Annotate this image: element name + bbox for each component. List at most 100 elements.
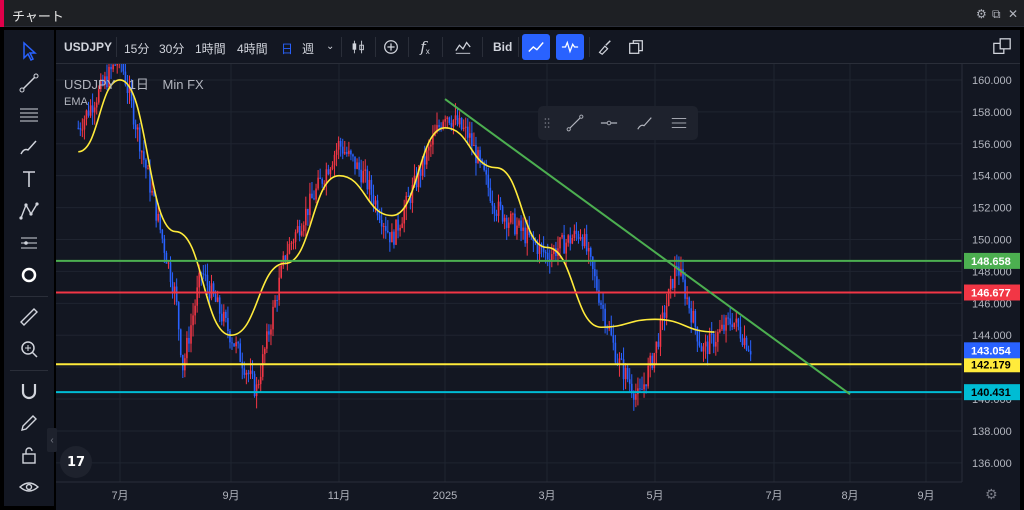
candle-body [132,100,135,125]
candle-body [731,324,734,328]
candle-body [147,168,149,170]
candle-body [622,359,625,380]
interval-weekly[interactable]: 週 [302,42,315,56]
candle-body [227,317,229,332]
trendline-tool-icon[interactable] [16,70,42,96]
candle-body [100,78,102,89]
candle-body [575,230,578,234]
candle-body [188,337,190,344]
candle-body [136,127,139,130]
candle-body [106,76,108,88]
drag-handle-icon[interactable] [540,111,554,135]
trendline-icon[interactable] [562,111,588,135]
candle-body [415,175,418,188]
candle-body [745,337,748,350]
candle-body [298,226,301,236]
pattern-tool-icon[interactable] [16,198,42,224]
add-compare-icon[interactable] [377,34,405,60]
cursor-tool-icon[interactable] [16,38,42,64]
zoom-in-icon[interactable] [16,336,42,362]
trend-mode-button[interactable] [522,34,550,60]
candle-body [403,208,406,224]
interval-15m[interactable]: 15分 [124,42,150,56]
toolbar-divider [442,37,443,57]
brush-icon[interactable] [632,111,658,135]
x-tick-label: 2025 [433,490,457,502]
candle-body [719,329,721,333]
candle-body [173,286,176,293]
candle-body [425,150,428,165]
candle-body [723,324,725,331]
candle-body [155,196,157,221]
parallel-lines-icon[interactable] [666,111,692,135]
sidebar-collapse-button[interactable]: ‹ [47,428,57,452]
candle-type-icon[interactable] [344,34,372,60]
candle-body [395,219,397,245]
candle-body [571,237,574,244]
interval-daily[interactable]: 日 [281,42,294,56]
candle-body [514,213,516,235]
layout-swap-icon[interactable] [988,34,1016,60]
text-tool-icon[interactable] [16,166,42,192]
candle-body [266,331,268,349]
close-icon[interactable]: ✕ [1008,7,1019,21]
chart-area[interactable]: 160.000 158.000 156.000 154.000 152.000 150.0… [56,64,1020,510]
candle-body [577,233,580,239]
candle-body [610,327,613,336]
symbol-selector[interactable]: USDJPY [64,40,113,54]
fib-tool-icon[interactable] [16,102,42,128]
candle-body [647,365,649,387]
copy-layout-icon[interactable] [622,34,650,60]
popout-icon[interactable]: ⧉ [992,7,1001,21]
candle-body [440,126,442,129]
candle-body [715,341,717,347]
candle-body [573,230,576,238]
measure-tool-icon[interactable] [16,230,42,256]
candle-body [499,201,502,207]
candle-body [483,162,485,171]
candle-body [528,227,531,236]
y-tick-label: 160.000 [972,75,1012,87]
candle-body [239,343,242,362]
candle-body [384,226,387,231]
candle-body [300,231,303,236]
candle-body [717,332,719,342]
ruler-icon[interactable] [16,304,42,330]
candle-body [124,71,127,85]
candle-body [608,327,611,329]
circle-tool-icon[interactable] [16,262,42,288]
candle-body [462,127,465,129]
candle-body [553,248,555,255]
brush-tool-icon[interactable] [16,134,42,160]
tradingview-logo[interactable]: 17 [60,446,92,478]
magnet-icon[interactable] [16,378,42,404]
toolbar-divider [10,296,48,297]
chart-template-icon[interactable] [449,34,477,60]
chart-settings-icon[interactable]: ⚙ [985,486,998,502]
x-tick-label: 9月 [222,490,239,502]
candle-body [284,255,287,261]
candle-body [475,145,477,164]
candle-body [280,265,283,278]
brush-clear-icon[interactable] [590,34,618,60]
settings-icon[interactable]: ⚙ [976,7,987,21]
candle-body [407,195,410,197]
horizontal-ray-icon[interactable] [596,111,622,135]
candle-body [331,165,334,169]
lock-pencil-icon[interactable] [16,410,42,436]
eye-icon[interactable] [16,474,42,500]
price-type-bid[interactable]: Bid [493,40,513,54]
candle-body [678,266,680,276]
interval-4h[interactable]: 4時間 [237,42,268,56]
candle-body [372,194,375,205]
wave-mode-button[interactable] [556,34,584,60]
chevron-down-icon[interactable]: ⌄ [326,41,335,52]
toolbar-divider [518,37,519,57]
toolbar-divider [408,37,409,57]
price-chart[interactable]: 160.000 158.000 156.000 154.000 152.000 150.0… [56,64,1020,510]
candle-body [196,287,198,306]
lock-icon[interactable] [16,442,42,468]
interval-30m[interactable]: 30分 [159,42,185,56]
interval-1h[interactable]: 1時間 [195,42,226,56]
